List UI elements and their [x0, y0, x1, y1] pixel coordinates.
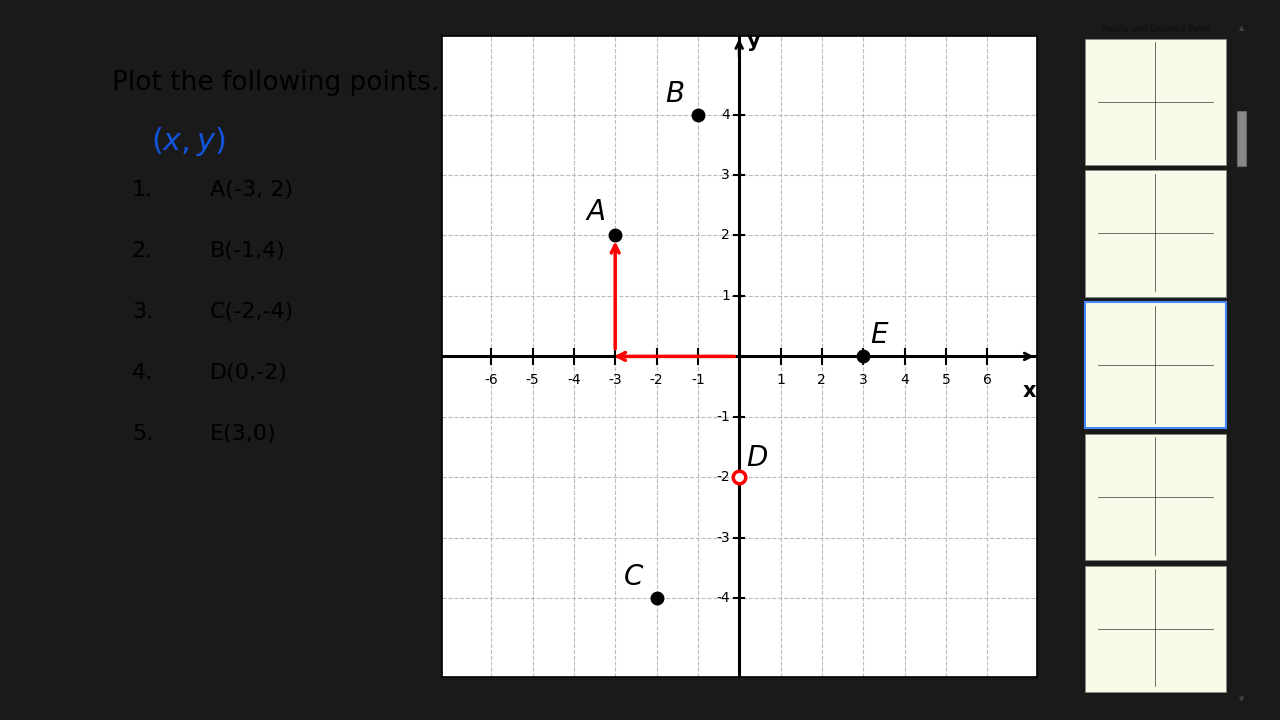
Text: 2: 2 [818, 374, 827, 387]
Text: 3.: 3. [132, 302, 154, 322]
Text: 3: 3 [859, 374, 868, 387]
Text: -6: -6 [484, 374, 498, 387]
Text: 2: 2 [722, 228, 730, 243]
Bar [1085, 302, 1226, 428]
Text: C(-2,-4): C(-2,-4) [210, 302, 294, 322]
Text: $(x,y)$: $(x,y)$ [151, 125, 227, 158]
Bar [1085, 566, 1226, 692]
Text: E(3,0): E(3,0) [210, 423, 276, 444]
Text: C: C [623, 563, 643, 591]
Text: 1: 1 [776, 374, 785, 387]
Text: Plot the following points.: Plot the following points. [113, 70, 439, 96]
Text: A: A [586, 199, 605, 226]
Text: A(-3, 2): A(-3, 2) [210, 180, 293, 200]
Text: -4: -4 [717, 591, 730, 606]
Text: 4: 4 [722, 107, 730, 122]
Text: y: y [746, 31, 760, 51]
Text: E: E [870, 321, 888, 349]
Text: -2: -2 [650, 374, 663, 387]
Text: -4: -4 [567, 374, 581, 387]
Text: 4: 4 [900, 374, 909, 387]
Text: 5.: 5. [132, 423, 154, 444]
Text: B(-1,4): B(-1,4) [210, 241, 285, 261]
Text: -1: -1 [717, 410, 730, 424]
Text: 3: 3 [722, 168, 730, 182]
Bar [1085, 171, 1226, 297]
Bar [1085, 434, 1226, 560]
Text: 6: 6 [983, 374, 992, 387]
Text: D: D [746, 444, 768, 472]
Text: -2: -2 [717, 470, 730, 485]
Text: 2.: 2. [132, 241, 154, 261]
Text: -5: -5 [526, 374, 539, 387]
Bar [1085, 39, 1226, 165]
Text: 1.: 1. [132, 180, 154, 200]
Text: ▼: ▼ [1239, 696, 1244, 702]
Text: D(0,-2): D(0,-2) [210, 363, 288, 383]
Text: 5: 5 [942, 374, 950, 387]
Text: 1: 1 [721, 289, 730, 303]
Text: $( \ x \ , \ y \ )$: $( \ x \ , \ y \ )$ [686, 42, 852, 89]
Text: -3: -3 [717, 531, 730, 545]
Text: Points and Ordered Pairs: Points and Ordered Pairs [1101, 25, 1210, 35]
Text: -1: -1 [691, 374, 705, 387]
Text: ▲: ▲ [1239, 24, 1244, 31]
Text: 4.: 4. [132, 363, 154, 383]
Text: -3: -3 [608, 374, 622, 387]
Bar [1238, 111, 1247, 166]
Text: B: B [664, 81, 684, 109]
Text: x: x [1023, 381, 1036, 400]
